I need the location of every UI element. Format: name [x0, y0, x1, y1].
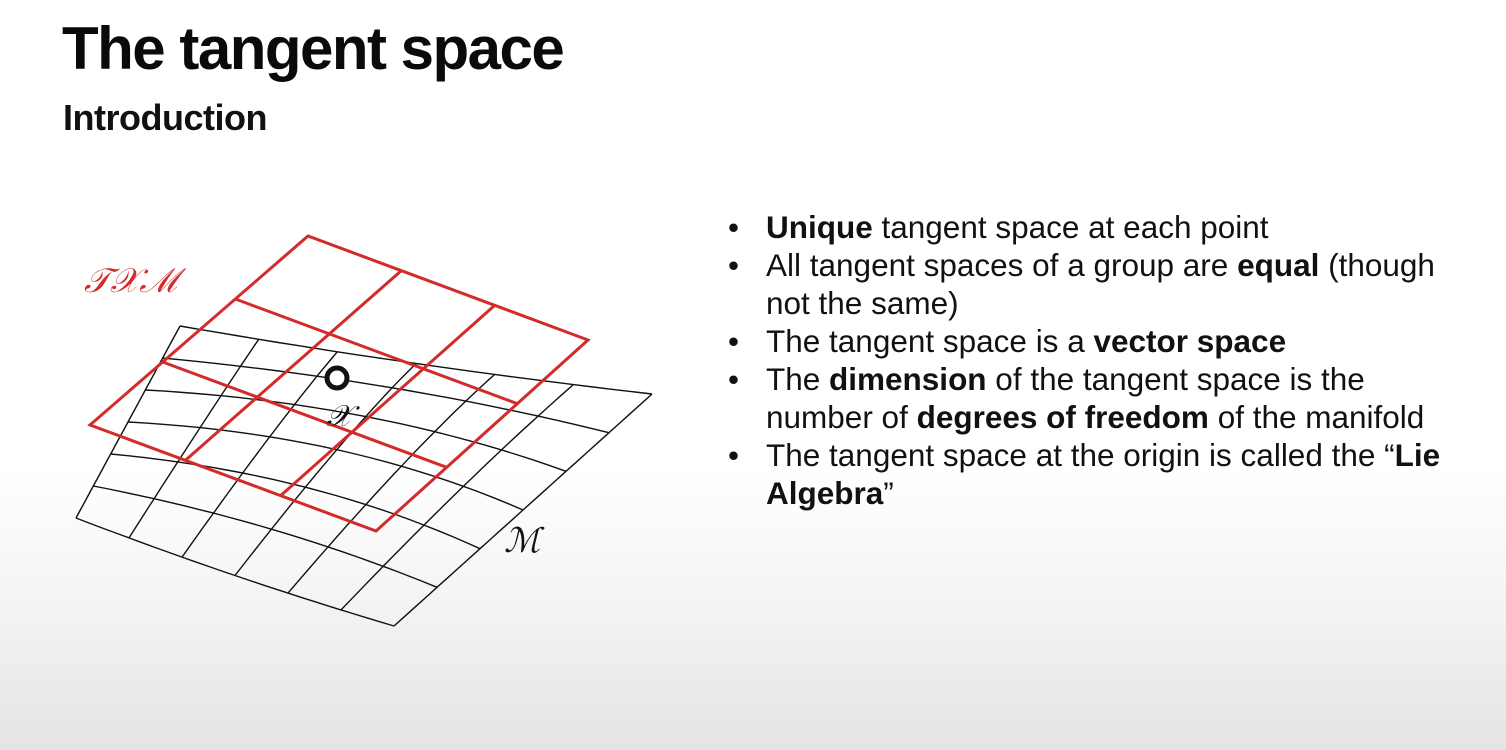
mesh-line	[75, 517, 395, 627]
mesh-line	[127, 421, 524, 511]
tangent-plane-line	[184, 269, 403, 462]
mesh-line	[162, 357, 610, 434]
manifold-mesh	[75, 325, 653, 627]
tangent-plane-line	[162, 360, 448, 469]
bullet-emphasis: equal	[1237, 247, 1320, 283]
bullet-item: The dimension of the tangent space is th…	[724, 360, 1464, 436]
point-x-marker	[324, 365, 350, 391]
bullet-item: The tangent space is a vector space	[724, 322, 1464, 360]
bullet-emphasis: vector space	[1093, 323, 1287, 359]
bullet-emphasis: Lie Algebra	[766, 437, 1441, 511]
manifold-label: ℳ	[504, 521, 545, 561]
tangent-space-label: 𝒯𝒳ℳ	[84, 261, 186, 301]
bullet-item: The tangent space at the origin is calle…	[724, 436, 1464, 512]
bullet-emphasis: Unique	[766, 209, 873, 245]
tangent-plane	[87, 234, 591, 533]
bullet-list: Unique tangent space at each point All t…	[724, 208, 1464, 512]
mesh-line	[287, 373, 496, 594]
manifold-diagram: 𝒯𝒳ℳ ℳ 𝒳	[75, 234, 653, 627]
tangent-plane-line	[279, 304, 496, 497]
slide-subtitle: Introduction	[63, 97, 267, 138]
bullet-item: Unique tangent space at each point	[724, 208, 1464, 246]
mesh-line	[179, 325, 653, 395]
slide-title: The tangent space	[62, 15, 565, 82]
bullet-emphasis: degrees of freedom	[916, 399, 1209, 435]
bullet-emphasis: dimension	[829, 361, 987, 397]
tangent-plane-line	[234, 297, 518, 406]
mesh-line	[234, 363, 417, 576]
tangent-space-figure: 𝒯𝒳ℳ ℳ 𝒳	[60, 220, 680, 640]
bullet-item: All tangent spaces of a group are equal …	[724, 246, 1464, 322]
mesh-line	[393, 393, 653, 627]
